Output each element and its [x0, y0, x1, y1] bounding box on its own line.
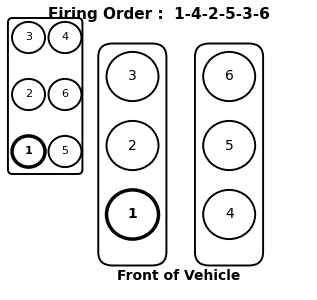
Circle shape: [107, 190, 158, 239]
Circle shape: [107, 52, 158, 101]
FancyBboxPatch shape: [195, 44, 263, 266]
Text: 3: 3: [25, 32, 32, 43]
Circle shape: [49, 22, 81, 53]
Text: 2: 2: [25, 89, 32, 100]
Text: Firing Order :  1-4-2-5-3-6: Firing Order : 1-4-2-5-3-6: [48, 8, 269, 22]
FancyBboxPatch shape: [98, 44, 166, 266]
Circle shape: [12, 22, 45, 53]
Text: 1: 1: [25, 146, 32, 157]
Circle shape: [203, 190, 255, 239]
Text: 1: 1: [128, 208, 137, 221]
Circle shape: [12, 136, 45, 167]
FancyBboxPatch shape: [8, 18, 82, 174]
Text: 3: 3: [128, 70, 137, 83]
Text: 4: 4: [61, 32, 68, 43]
Text: 5: 5: [225, 139, 234, 152]
Circle shape: [107, 121, 158, 170]
Circle shape: [49, 79, 81, 110]
Circle shape: [203, 121, 255, 170]
Text: 6: 6: [61, 89, 68, 100]
Text: Front of Vehicle: Front of Vehicle: [117, 269, 241, 284]
Text: 5: 5: [61, 146, 68, 157]
Text: 2: 2: [128, 139, 137, 152]
Circle shape: [49, 136, 81, 167]
Text: 4: 4: [225, 208, 234, 221]
Circle shape: [203, 52, 255, 101]
Circle shape: [12, 79, 45, 110]
Text: 6: 6: [225, 70, 234, 83]
